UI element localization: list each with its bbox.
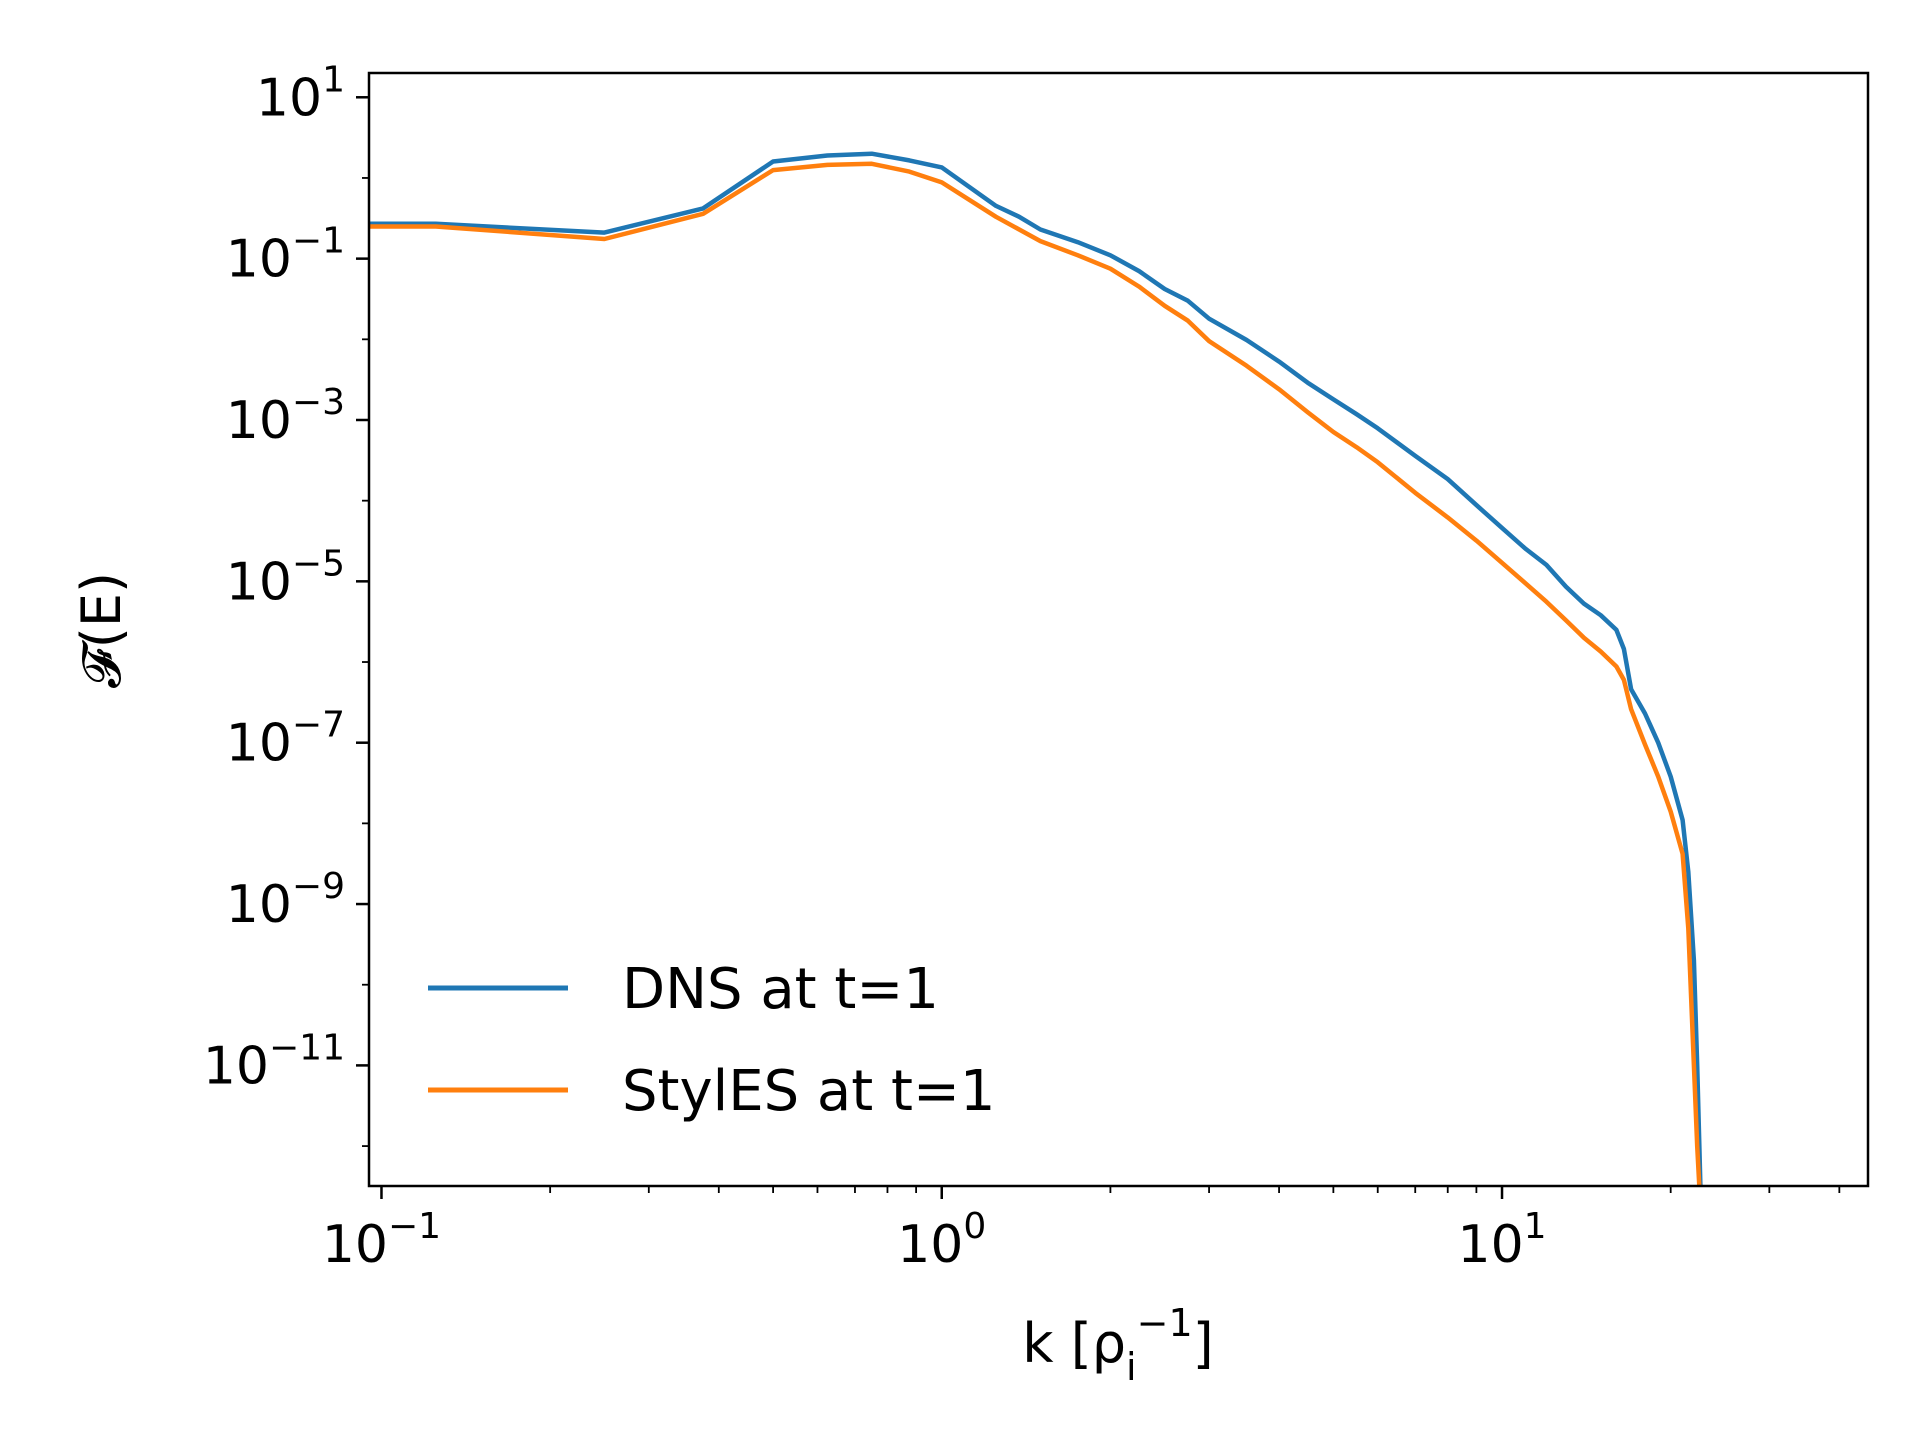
y-tick-label: 10−5	[226, 543, 345, 612]
y-tick-label: 10−7	[226, 705, 345, 774]
y-axis-label: 𝓕(E)	[70, 572, 133, 688]
legend-label-dns: DNS at t=1	[622, 957, 939, 1022]
x-axis-label: k [ρi−1]	[1022, 1301, 1213, 1389]
legend-label-styles: StylES at t=1	[622, 1059, 996, 1124]
x-axis-label-close: ]	[1193, 1312, 1214, 1375]
y-tick-label: 10−11	[203, 1027, 345, 1096]
x-tick-label: 10−1	[322, 1206, 441, 1275]
x-axis-label-subscript: i	[1126, 1345, 1137, 1389]
series-line-0	[369, 151, 1703, 1187]
plot-frame	[367, 71, 1870, 1188]
y-axis-ticks: 101 10−1 10−3 10−5 10−7 10−9 10−11	[203, 59, 369, 1147]
y-tick-label: 10−3	[226, 382, 345, 451]
x-axis-label-superscript: −1	[1137, 1301, 1193, 1345]
y-tick-label: 101	[256, 59, 345, 128]
series-line-1	[369, 161, 1702, 1187]
y-tick-label: 10−1	[226, 221, 345, 290]
x-axis-ticks: 10−1 100 101	[322, 1186, 1841, 1275]
x-axis-label-main: k [ρ	[1022, 1312, 1126, 1375]
y-tick-label: 10−9	[226, 866, 345, 935]
legend: DNS at t=1 StylES at t=1	[428, 957, 996, 1124]
x-tick-label: 101	[1457, 1206, 1546, 1275]
x-tick-label: 100	[897, 1206, 986, 1275]
series-layer	[369, 151, 1703, 1187]
